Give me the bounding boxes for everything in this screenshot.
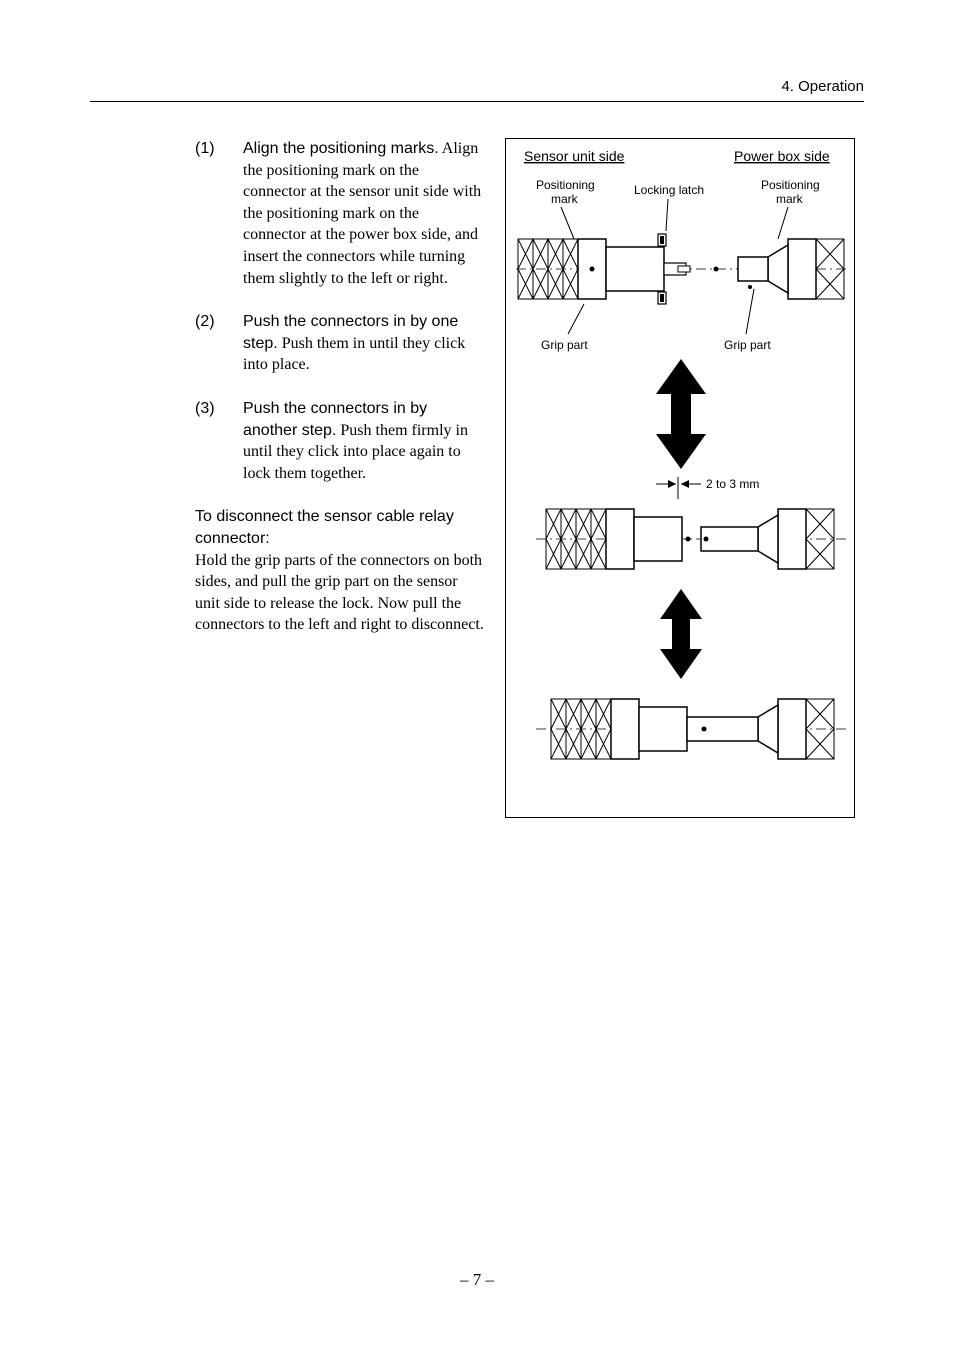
step-1-desc: Align the positioning mark on the connec… [243, 140, 481, 287]
step-2-num: (2) [195, 311, 243, 376]
fig-locking-latch: Locking latch [634, 183, 704, 197]
fig-power-side-label: Power box side [734, 148, 830, 164]
arrow-1 [656, 359, 706, 469]
stage-1 [516, 234, 846, 334]
section-label: 4. Operation [781, 78, 864, 95]
disconnect-block: To disconnect the sensor cable relay con… [195, 506, 485, 636]
step-2: (2) Push the connectors in by one step. … [195, 311, 485, 376]
page-number: – 7 – [0, 1270, 954, 1290]
text-column: (1) Align the positioning marks. Align t… [195, 138, 485, 818]
step-1: (1) Align the positioning marks. Align t… [195, 138, 485, 289]
step-1-head: Align the positioning marks. [243, 140, 439, 157]
page-header: 4. Operation [90, 78, 864, 102]
fig-sensor-side-label: Sensor unit side [524, 148, 625, 164]
fig-grip-right: Grip part [724, 338, 771, 352]
arrow-2 [660, 589, 702, 679]
figure-column: Sensor unit side Power box side Position… [505, 138, 864, 818]
gap-label [656, 477, 701, 499]
disconnect-body: Hold the grip parts of the connectors on… [195, 550, 485, 636]
connector-figure: Sensor unit side Power box side Position… [505, 138, 855, 818]
step-3-num: (3) [195, 398, 243, 484]
fig-pos-mark-right-1: Positioning [761, 178, 820, 192]
fig-gap: 2 to 3 mm [706, 477, 759, 491]
fig-pos-mark-left-2: mark [551, 192, 579, 206]
disconnect-head: To disconnect the sensor cable relay con… [195, 506, 485, 549]
stage-3 [536, 699, 846, 759]
stage-2 [536, 509, 846, 569]
step-1-num: (1) [195, 138, 243, 289]
fig-grip-left: Grip part [541, 338, 588, 352]
content-area: (1) Align the positioning marks. Align t… [195, 138, 864, 818]
fig-pos-mark-right-2: mark [776, 192, 804, 206]
fig-pos-mark-left-1: Positioning [536, 178, 595, 192]
step-3: (3) Push the connectors in by another st… [195, 398, 485, 484]
